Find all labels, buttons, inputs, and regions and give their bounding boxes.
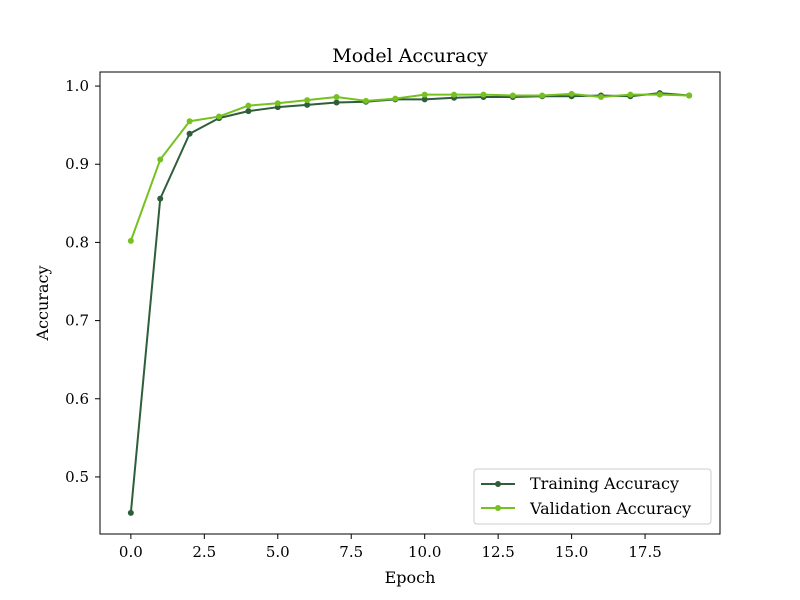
data-point-validation bbox=[127, 237, 134, 244]
chart-title: Model Accuracy bbox=[332, 45, 488, 67]
data-point-validation bbox=[421, 91, 428, 98]
x-tick-label: 5.0 bbox=[266, 543, 290, 561]
data-point-validation bbox=[686, 92, 693, 99]
plot-frame bbox=[99, 71, 721, 535]
data-point-training bbox=[421, 96, 428, 103]
x-tick-label: 2.5 bbox=[192, 543, 216, 561]
data-point-training bbox=[127, 509, 134, 516]
legend-label-validation: Validation Accuracy bbox=[529, 499, 691, 518]
x-axis-label: Epoch bbox=[385, 568, 436, 587]
data-point-validation bbox=[568, 90, 575, 97]
data-point-training bbox=[186, 130, 193, 137]
legend: Training Accuracy Validation Accuracy bbox=[473, 468, 712, 525]
data-point-validation bbox=[539, 92, 546, 99]
data-point-validation bbox=[157, 156, 164, 163]
series-line-training bbox=[129, 92, 690, 513]
y-tick-label: 0.7 bbox=[65, 312, 89, 330]
legend-box bbox=[473, 468, 712, 525]
data-point-validation bbox=[597, 94, 604, 101]
data-point-validation bbox=[392, 95, 399, 102]
y-tick-label: 0.6 bbox=[65, 390, 89, 408]
x-tick-label: 10.0 bbox=[408, 543, 441, 561]
x-tick-label: 17.5 bbox=[628, 543, 661, 561]
data-point-training bbox=[333, 99, 340, 106]
plot-series bbox=[127, 90, 693, 516]
x-tick-label: 0.0 bbox=[119, 543, 143, 561]
data-point-training bbox=[245, 108, 252, 115]
x-tick-label: 15.0 bbox=[555, 543, 588, 561]
legend-label-training: Training Accuracy bbox=[530, 474, 679, 493]
data-point-validation bbox=[186, 118, 193, 125]
data-point-validation bbox=[245, 102, 252, 109]
data-point-validation bbox=[656, 91, 663, 98]
y-tick-label: 1.0 bbox=[65, 77, 89, 95]
x-tick-label: 12.5 bbox=[481, 543, 514, 561]
data-point-training bbox=[157, 195, 164, 202]
y-tick-label: 0.9 bbox=[65, 155, 89, 173]
data-point-training bbox=[304, 101, 311, 108]
data-point-validation bbox=[627, 91, 634, 98]
data-point-validation bbox=[274, 100, 281, 107]
x-tick-label: 7.5 bbox=[339, 543, 363, 561]
y-axis-label: Accuracy bbox=[33, 266, 52, 342]
legend-marker-validation bbox=[495, 505, 501, 511]
data-point-validation bbox=[333, 94, 340, 101]
legend-marker-training bbox=[495, 481, 501, 487]
data-point-validation bbox=[362, 97, 369, 104]
data-point-validation bbox=[480, 91, 487, 98]
data-point-validation bbox=[216, 113, 223, 120]
data-point-validation bbox=[304, 97, 311, 104]
data-point-validation bbox=[451, 91, 458, 98]
x-axis-ticks: 0.0 2.5 5.0 7.5 10.0 12.5 15.0 17.5 bbox=[119, 534, 662, 561]
y-tick-label: 0.5 bbox=[65, 468, 89, 486]
y-axis-ticks: 0.5 0.6 0.7 0.8 0.9 1.0 bbox=[65, 77, 100, 486]
data-point-validation bbox=[509, 92, 516, 99]
series-line-validation bbox=[129, 92, 690, 242]
y-tick-label: 0.8 bbox=[65, 233, 89, 251]
